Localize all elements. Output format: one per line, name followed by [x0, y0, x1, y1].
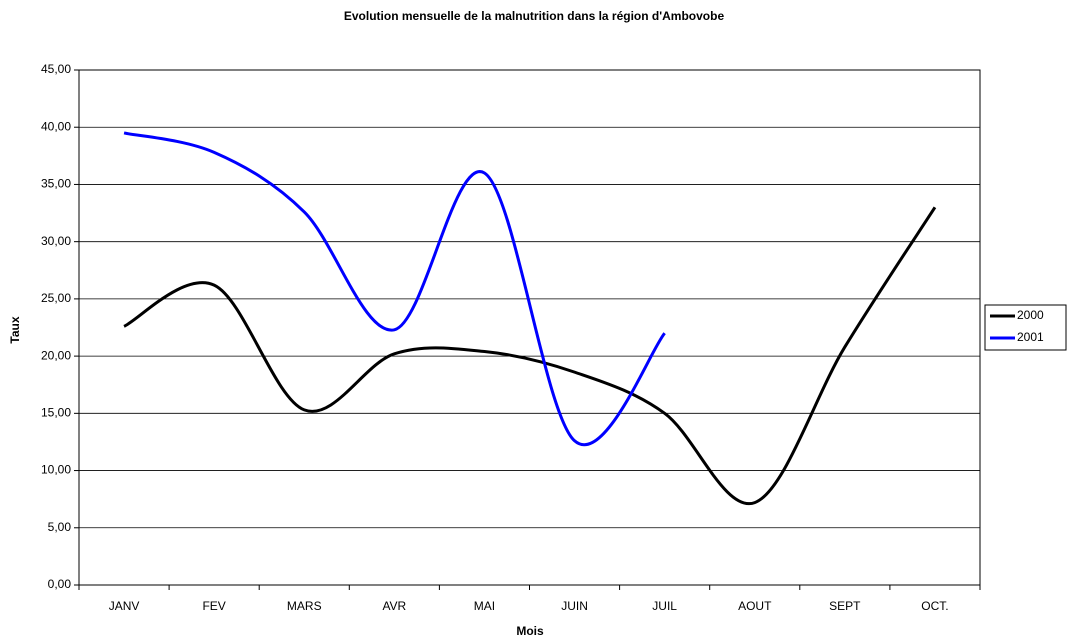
y-tick-label: 0,00: [48, 577, 72, 591]
y-tick-label: 35,00: [41, 177, 71, 191]
y-tick-label: 15,00: [41, 406, 71, 420]
legend: [984, 304, 1067, 351]
y-tick-label: 30,00: [41, 234, 71, 248]
line: [123, 206, 937, 506]
y-tick-label: 20,00: [41, 348, 71, 362]
chart-title: Evolution mensuelle de la malnutrition d…: [344, 9, 725, 23]
x-tick-label: MAI: [474, 599, 495, 613]
x-tick-label: JUIN: [561, 599, 588, 613]
legend-label: 2001: [1017, 330, 1044, 344]
line: [123, 131, 666, 446]
x-tick-label: OCT.: [921, 599, 948, 613]
x-tick-label: JANV: [109, 599, 140, 613]
y-tick-label: 5,00: [48, 520, 72, 534]
y-tick-label: 25,00: [41, 291, 71, 305]
x-tick-label: SEPT: [829, 599, 861, 613]
plot-border: [78, 69, 981, 586]
x-tick-label: JUIL: [652, 599, 677, 613]
y-tick-label: 10,00: [41, 463, 71, 477]
y-tick-label: 40,00: [41, 119, 71, 133]
x-tick-label: MARS: [287, 599, 322, 613]
y-axis-title: Taux: [8, 316, 22, 343]
y-tick-label: 45,00: [41, 62, 71, 76]
x-tick-label: AVR: [382, 599, 406, 613]
x-tick-label: FEV: [202, 599, 225, 613]
x-tick-label: AOUT: [738, 599, 772, 613]
x-axis-title: Mois: [516, 624, 544, 638]
legend-label: 2000: [1017, 308, 1044, 322]
